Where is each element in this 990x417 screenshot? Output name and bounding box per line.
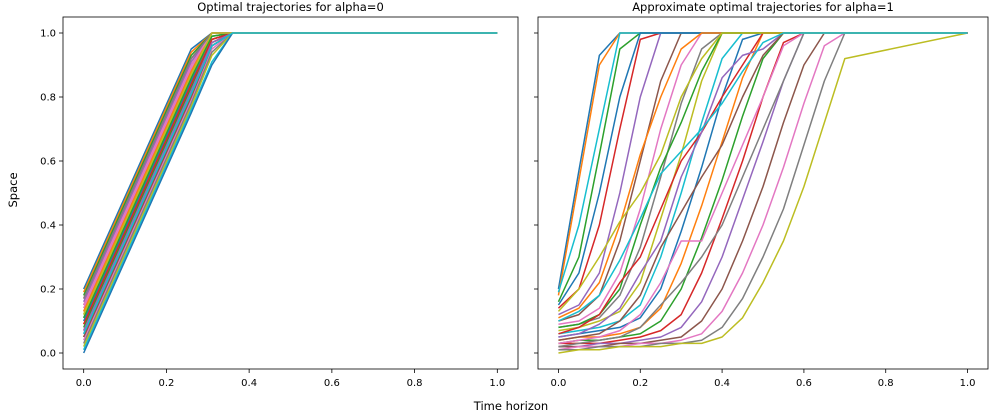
series-line [557,32,968,306]
series-lines [557,32,968,354]
x-tick-label: 0.0 [551,378,567,389]
series-line [558,32,968,319]
series-line [557,32,968,312]
x-tick-label: 0.0 [76,378,92,389]
chart-title: Optimal trajectories for alpha=0 [197,0,384,14]
series-line [558,32,968,354]
x-tick-label: 1.0 [489,378,505,389]
series-line [557,32,968,309]
series-line [558,32,968,351]
x-tick-label: 0.4 [714,378,730,389]
x-tick-label: 0.2 [632,378,648,389]
figure-y-axis-label: Space [6,172,20,207]
plot-frame [537,16,989,370]
series-line [557,32,968,290]
y-tick-label: 0.4 [40,221,56,232]
y-tick-label: 0.0 [40,349,56,360]
chart-title: Approximate optimal trajectories for alp… [632,0,894,14]
figure-x-axis-label: Time horizon [473,399,548,413]
left-chart-panel: 0.0 0.2 0.4 0.6 0.8 1.0 0.0 0.2 0.4 0.6 0.8 1.0 Opti… [40,0,519,389]
x-tick-label: 1.0 [960,378,976,389]
x-tick-label: 0.4 [241,378,257,389]
right-chart-panel: 0.0 0.2 0.4 0.6 0.8 1.0 Approximate optimal tr… [534,0,989,389]
y-tick-label: 1.0 [40,29,56,40]
y-tick-label: 0.2 [40,285,56,296]
series-lines [82,32,498,354]
series-line [558,32,968,348]
series-line [82,32,498,335]
y-tick-label: 0.6 [40,157,56,168]
x-tick-label: 0.6 [796,378,812,389]
series-line [82,32,498,309]
x-tick-label: 0.8 [878,378,894,389]
x-tick-label: 0.2 [158,378,174,389]
plot-frame [62,16,519,370]
y-tick-label: 0.8 [40,93,56,104]
x-tick-label: 0.6 [324,378,340,389]
series-line [558,32,968,322]
series-line [558,32,968,322]
series-line [558,32,968,325]
x-tick-label: 0.8 [407,378,423,389]
series-line [82,32,498,312]
series-line [558,32,968,332]
series-line [557,32,968,293]
